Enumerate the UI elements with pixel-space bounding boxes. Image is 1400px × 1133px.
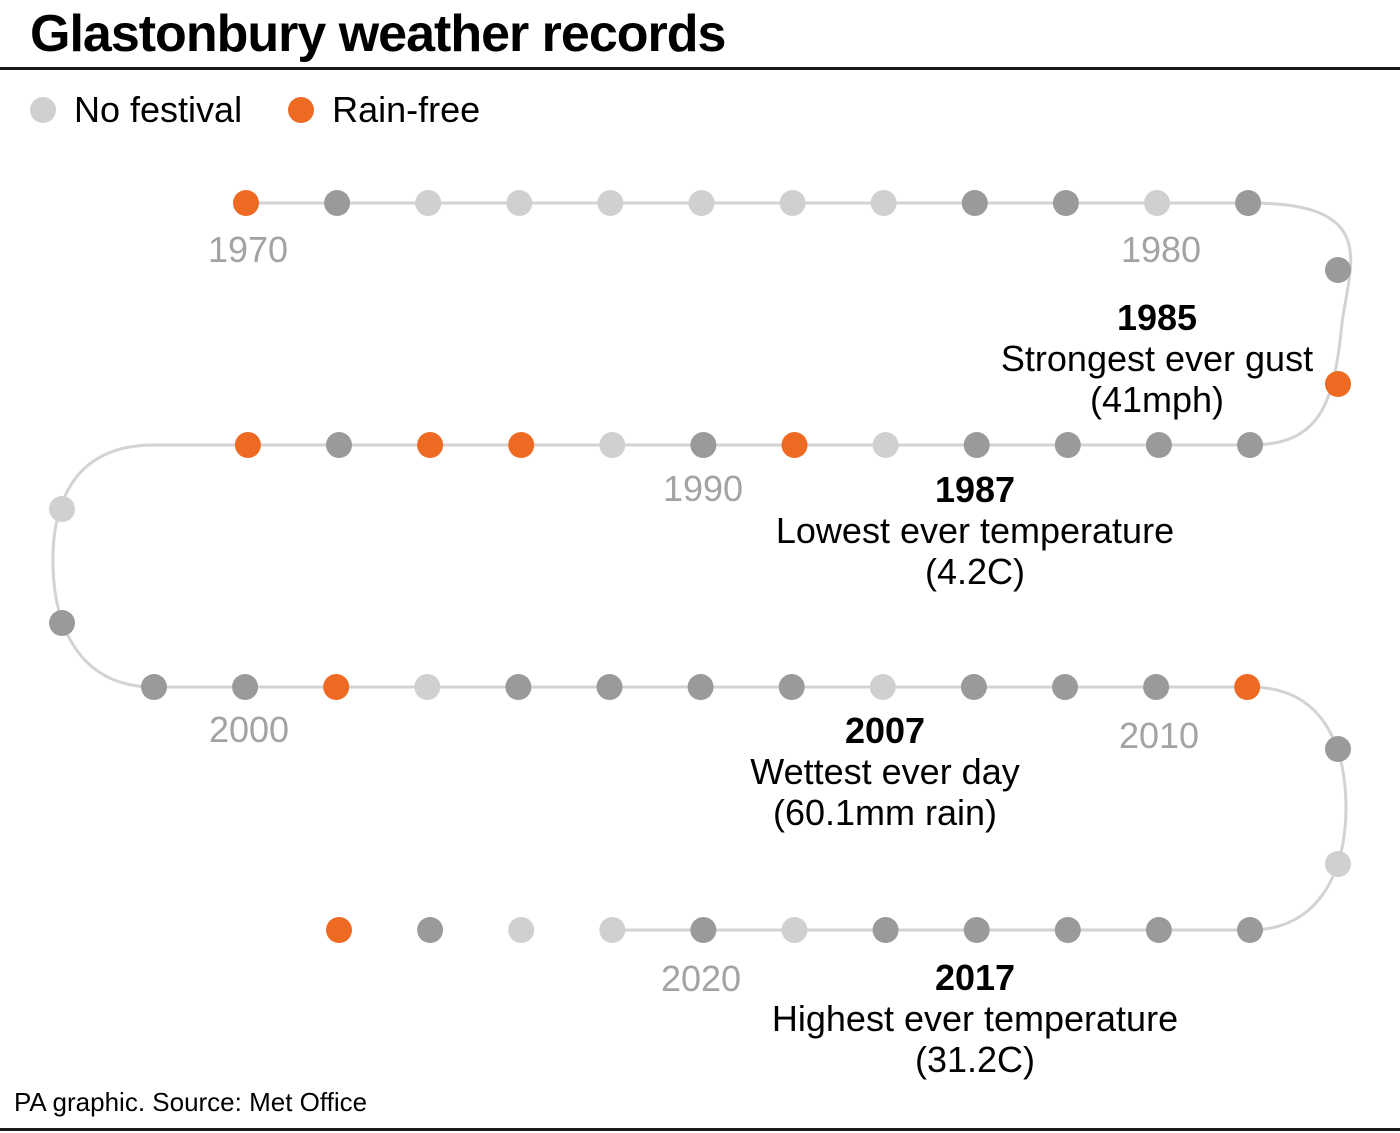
year-dot-2002 xyxy=(505,674,532,700)
legend-label-rain-free: Rain-free xyxy=(332,89,481,130)
year-dot-1998 xyxy=(141,674,167,700)
year-dot-1992 xyxy=(508,432,535,458)
decade-label-1980: 1980 xyxy=(1121,229,1201,270)
year-dot-1971 xyxy=(324,190,351,216)
decade-label-2020: 2020 xyxy=(661,958,741,999)
year-dot-2011 xyxy=(1325,736,1351,762)
year-dot-2005 xyxy=(778,674,805,700)
year-dot-1999 xyxy=(232,674,259,700)
legend-label-no-festival: No festival xyxy=(74,89,243,130)
year-dot-2021 xyxy=(508,917,535,943)
chart-title: Glastonbury weather records xyxy=(30,5,726,63)
year-dot-1996 xyxy=(49,496,75,522)
year-dot-2012 xyxy=(1325,851,1351,877)
legend-dot-no-festival xyxy=(30,97,56,123)
year-dot-1983 xyxy=(1325,371,1351,397)
year-dot-2020 xyxy=(599,917,626,943)
decade-label-2010: 2010 xyxy=(1119,715,1199,756)
annotation-1985-line-1: Strongest ever gust xyxy=(1001,338,1313,379)
year-dot-2003 xyxy=(596,674,623,700)
year-dot-1979 xyxy=(1052,190,1079,216)
annotation-1985-line-2: (41mph) xyxy=(1090,379,1224,420)
annotation-year-2007: 2007 xyxy=(845,710,925,751)
year-dot-1977 xyxy=(870,190,897,216)
year-dot-1997 xyxy=(49,610,75,636)
year-dot-1994 xyxy=(326,432,352,458)
legend-dot-rain-free xyxy=(288,97,315,123)
year-dot-1976 xyxy=(779,190,806,216)
year-dot-1973 xyxy=(506,190,533,216)
year-dot-1980 xyxy=(1144,190,1170,216)
year-dot-1991 xyxy=(599,432,626,458)
decade-label-2000: 2000 xyxy=(209,709,289,750)
year-dot-1986 xyxy=(1054,432,1081,458)
year-dot-1995 xyxy=(234,432,261,458)
annotation-2017-line-2: (31.2C) xyxy=(915,1039,1035,1080)
annotation-year-2017: 2017 xyxy=(935,957,1015,998)
year-dot-2006 xyxy=(869,674,896,700)
annotation-2017-line-1: Highest ever temperature xyxy=(772,998,1178,1039)
legend-item-no-festival: No festival xyxy=(30,89,242,131)
legend-item-rain-free: Rain-free xyxy=(288,89,480,131)
year-dot-2000 xyxy=(323,674,350,700)
annotation-year-1985: 1985 xyxy=(1117,297,1197,338)
annotation-1987-line-2: (4.2C) xyxy=(925,551,1025,592)
year-dot-2017 xyxy=(872,917,899,943)
year-dot-1975 xyxy=(688,190,715,216)
year-dot-2023 xyxy=(326,917,352,943)
year-dot-1989 xyxy=(781,432,808,458)
year-dot-1987 xyxy=(963,432,990,458)
annotation-2007-line-1: Wettest ever day xyxy=(750,751,1019,792)
year-dot-2019 xyxy=(690,917,717,943)
annotation-2007-line-2: (60.1mm rain) xyxy=(773,792,997,833)
year-dot-2004 xyxy=(687,674,714,700)
timeline-line xyxy=(51,201,1353,932)
year-dot-2018 xyxy=(781,917,808,943)
year-dot-1978 xyxy=(961,190,988,216)
year-dot-2007 xyxy=(960,674,987,700)
decade-label-1990: 1990 xyxy=(663,468,743,509)
year-dot-2001 xyxy=(414,674,441,700)
year-dot-1981 xyxy=(1235,190,1262,216)
year-dot-2014 xyxy=(1145,917,1172,943)
year-dot-2010 xyxy=(1234,674,1261,700)
year-dot-1982 xyxy=(1325,257,1351,283)
year-dot-1970 xyxy=(233,190,259,216)
decade-label-1970: 1970 xyxy=(208,229,288,270)
year-dot-1993 xyxy=(417,432,444,458)
year-dot-2022 xyxy=(417,917,444,943)
title-divider xyxy=(0,67,1400,70)
year-dot-1974 xyxy=(597,190,624,216)
annotation-1987-line-1: Lowest ever temperature xyxy=(776,510,1174,551)
annotation-year-1987: 1987 xyxy=(935,469,1015,510)
year-dot-2013 xyxy=(1237,917,1263,943)
year-dot-2008 xyxy=(1052,674,1078,700)
legend: No festival Rain-free xyxy=(30,86,526,134)
year-dot-2009 xyxy=(1143,674,1170,700)
year-dot-2016 xyxy=(963,917,990,943)
year-dot-1990 xyxy=(690,432,717,458)
year-dot-2015 xyxy=(1054,917,1081,943)
bottom-divider xyxy=(0,1128,1400,1131)
year-dot-1984 xyxy=(1237,432,1263,458)
year-dot-1985 xyxy=(1145,432,1172,458)
year-dot-1972 xyxy=(415,190,442,216)
source-credit: PA graphic. Source: Met Office xyxy=(14,1087,368,1117)
year-dot-1988 xyxy=(872,432,899,458)
